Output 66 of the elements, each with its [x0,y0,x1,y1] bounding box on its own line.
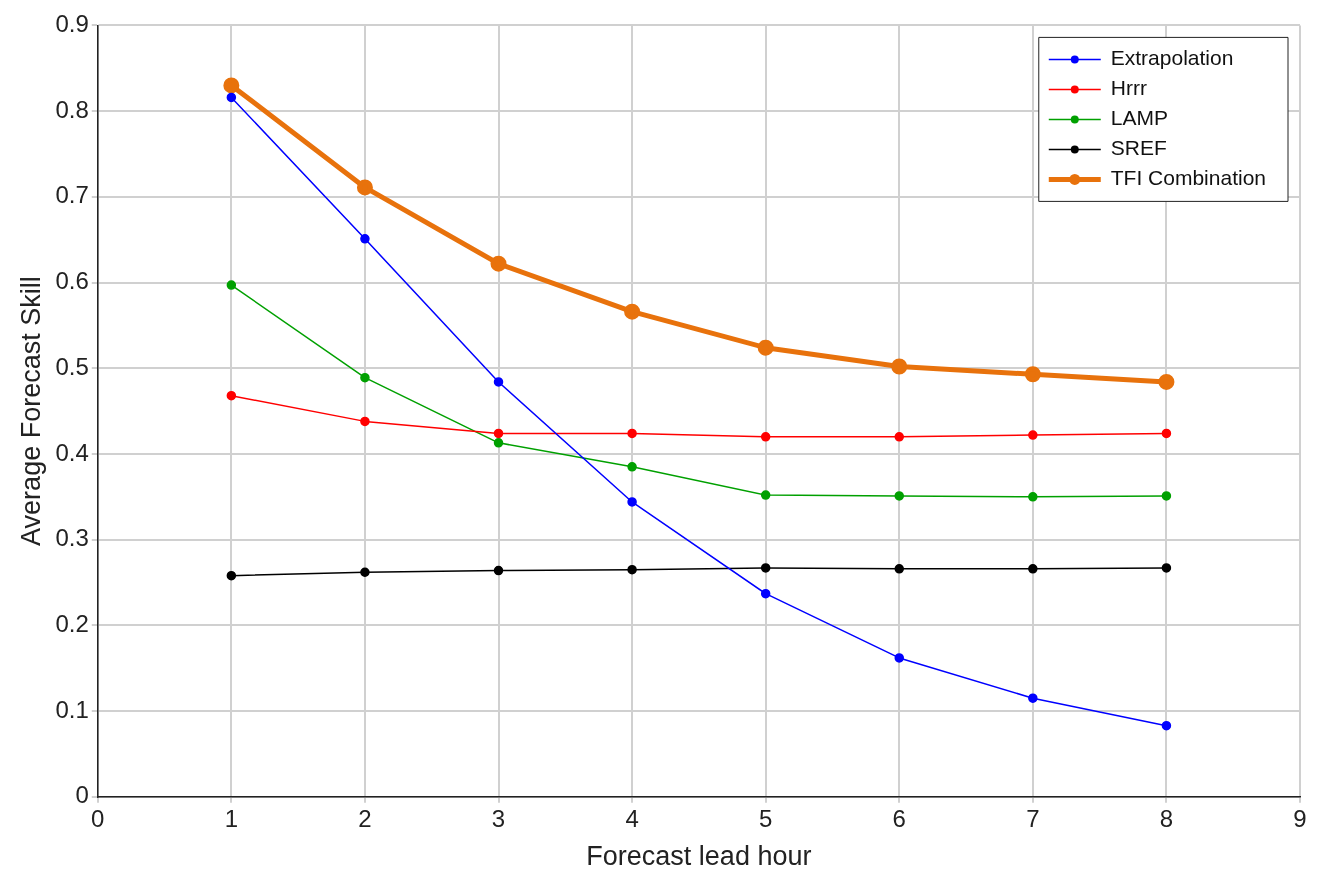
point [226,92,237,103]
point [1161,491,1172,501]
point [760,588,771,599]
y-tick-label: 0.3 [55,524,89,552]
x-axis-title: Forecast lead hour [586,841,812,872]
legend-label: Hrrr [1110,76,1147,100]
point [223,77,240,94]
point [360,372,370,383]
x-tick-label: 8 [1159,804,1174,832]
point [624,303,641,320]
point [493,428,504,439]
y-tick-label: 0 [75,781,89,809]
point [1161,428,1172,439]
point [894,432,904,442]
legend-label: Extrapolation [1110,46,1234,70]
point [226,280,237,290]
point [226,570,237,581]
point [360,416,370,427]
point [1024,366,1041,383]
point [1028,693,1038,703]
point [360,234,370,244]
point [1161,720,1172,731]
x-tick-label: 4 [625,804,639,832]
point [760,490,771,500]
point [760,563,771,573]
legend-label: LAMP [1110,106,1168,130]
point [891,358,908,375]
y-tick-label: 0.9 [55,10,89,38]
y-tick-label: 0.7 [55,181,89,209]
point [490,255,507,272]
point [627,462,637,472]
x-tick-label: 6 [892,804,906,832]
y-tick-label: 0.2 [55,610,89,637]
point [627,497,637,507]
point [1158,373,1175,390]
point [760,432,771,442]
point [1161,563,1172,573]
x-tick-label: 5 [758,804,773,832]
point [1028,564,1038,574]
point [360,567,370,577]
y-tick-label: 0.4 [55,438,89,466]
point [1028,492,1038,502]
point [356,179,373,196]
point [627,564,637,575]
x-tick-label: 2 [358,804,372,832]
point [226,390,237,401]
point [894,653,904,663]
legend-label: TFI Combination [1110,166,1267,190]
point [894,564,904,574]
point [493,438,504,448]
x-tick-label: 7 [1026,804,1040,832]
y-tick-label: 0.6 [55,267,89,295]
y-axis-title: Average Forecast Skill [15,276,46,546]
x-tick-label: 3 [491,804,506,832]
point [894,491,904,501]
point [493,377,504,387]
y-tick-label: 0.8 [55,95,89,123]
y-tick-label: 0.1 [55,695,89,723]
legend-label: SREF [1110,136,1167,160]
y-tick-label: 0.5 [55,352,89,380]
point [1028,430,1038,440]
x-tick-label: 1 [224,804,239,832]
point [493,565,504,576]
x-tick-label: 9 [1293,804,1307,832]
point [627,428,637,439]
point [757,339,774,356]
